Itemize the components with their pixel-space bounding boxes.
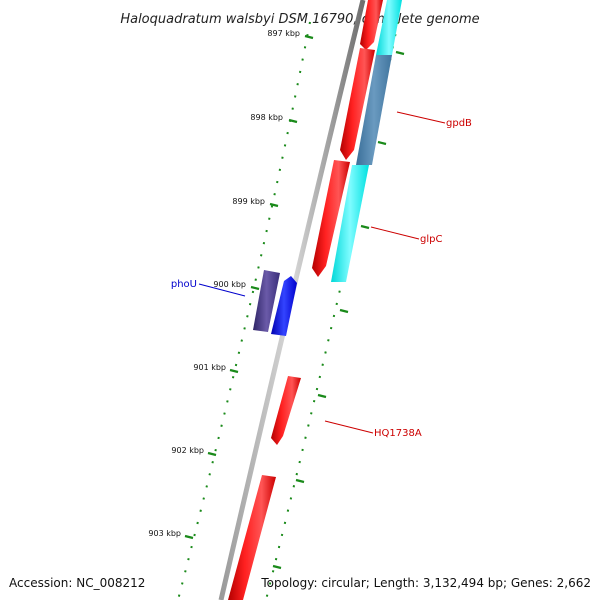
topology-summary-text: Topology: circular; Length: 3,132,494 bp… [261,576,591,590]
tick-label-899: 899 kbp [232,197,265,206]
gene-label-hq1738a[interactable]: HQ1738A [374,428,422,439]
overlap-cds-gpdB [356,55,392,165]
tick-label-897: 897 kbp [267,29,300,38]
forward-cds-top [360,0,383,50]
tick-label-901: 901 kbp [193,363,226,372]
forward-cds-glpC [312,160,350,277]
tick-mark-900 [250,285,260,291]
tick-label-900: 900 kbp [213,280,246,289]
outer-tick [395,50,405,56]
forward-cds-bottom [228,475,276,600]
outer-tick [295,478,305,484]
tick-mark-897 [304,34,314,40]
reverse-cds-glpC-region [331,165,369,282]
tick-mark-898 [288,118,298,124]
outer-tick [317,393,327,399]
tick-label-903: 903 kbp [148,529,181,538]
outer-ruler-ticks [272,50,405,570]
outer-tick [339,308,349,314]
tick-mark-899 [269,202,279,208]
hq1738a-leader [324,420,374,434]
phoU-leader [198,283,246,297]
glpC-leader [370,226,420,240]
inner-ruler-ticks [184,34,314,540]
accession-text: Accession: NC_008212 [9,576,146,590]
tick-label-898: 898 kbp [250,113,283,122]
forward-cds-gpdB [340,48,375,160]
gene-label-glpC[interactable]: glpC [420,234,442,245]
reverse-cds-top [376,0,402,55]
gene-label-phoU[interactable]: phoU [171,279,197,290]
phoU-inner-cds [253,270,280,332]
gene-label-gpdB[interactable]: gpdB [446,118,472,129]
tick-label-902: 902 kbp [171,446,204,455]
tick-mark-902 [207,451,217,457]
tick-mark-901 [229,368,239,374]
outer-tick [272,564,282,570]
outer-tick [360,224,370,230]
phoU-outer-cds [271,276,297,336]
map-title: Haloquadratum walsbyi DSM 16790, complet… [120,12,479,27]
tick-mark-903 [184,534,194,540]
gpdB-leader [396,111,446,124]
forward-cds-hq1738a [271,376,301,445]
outer-tick [377,140,387,146]
